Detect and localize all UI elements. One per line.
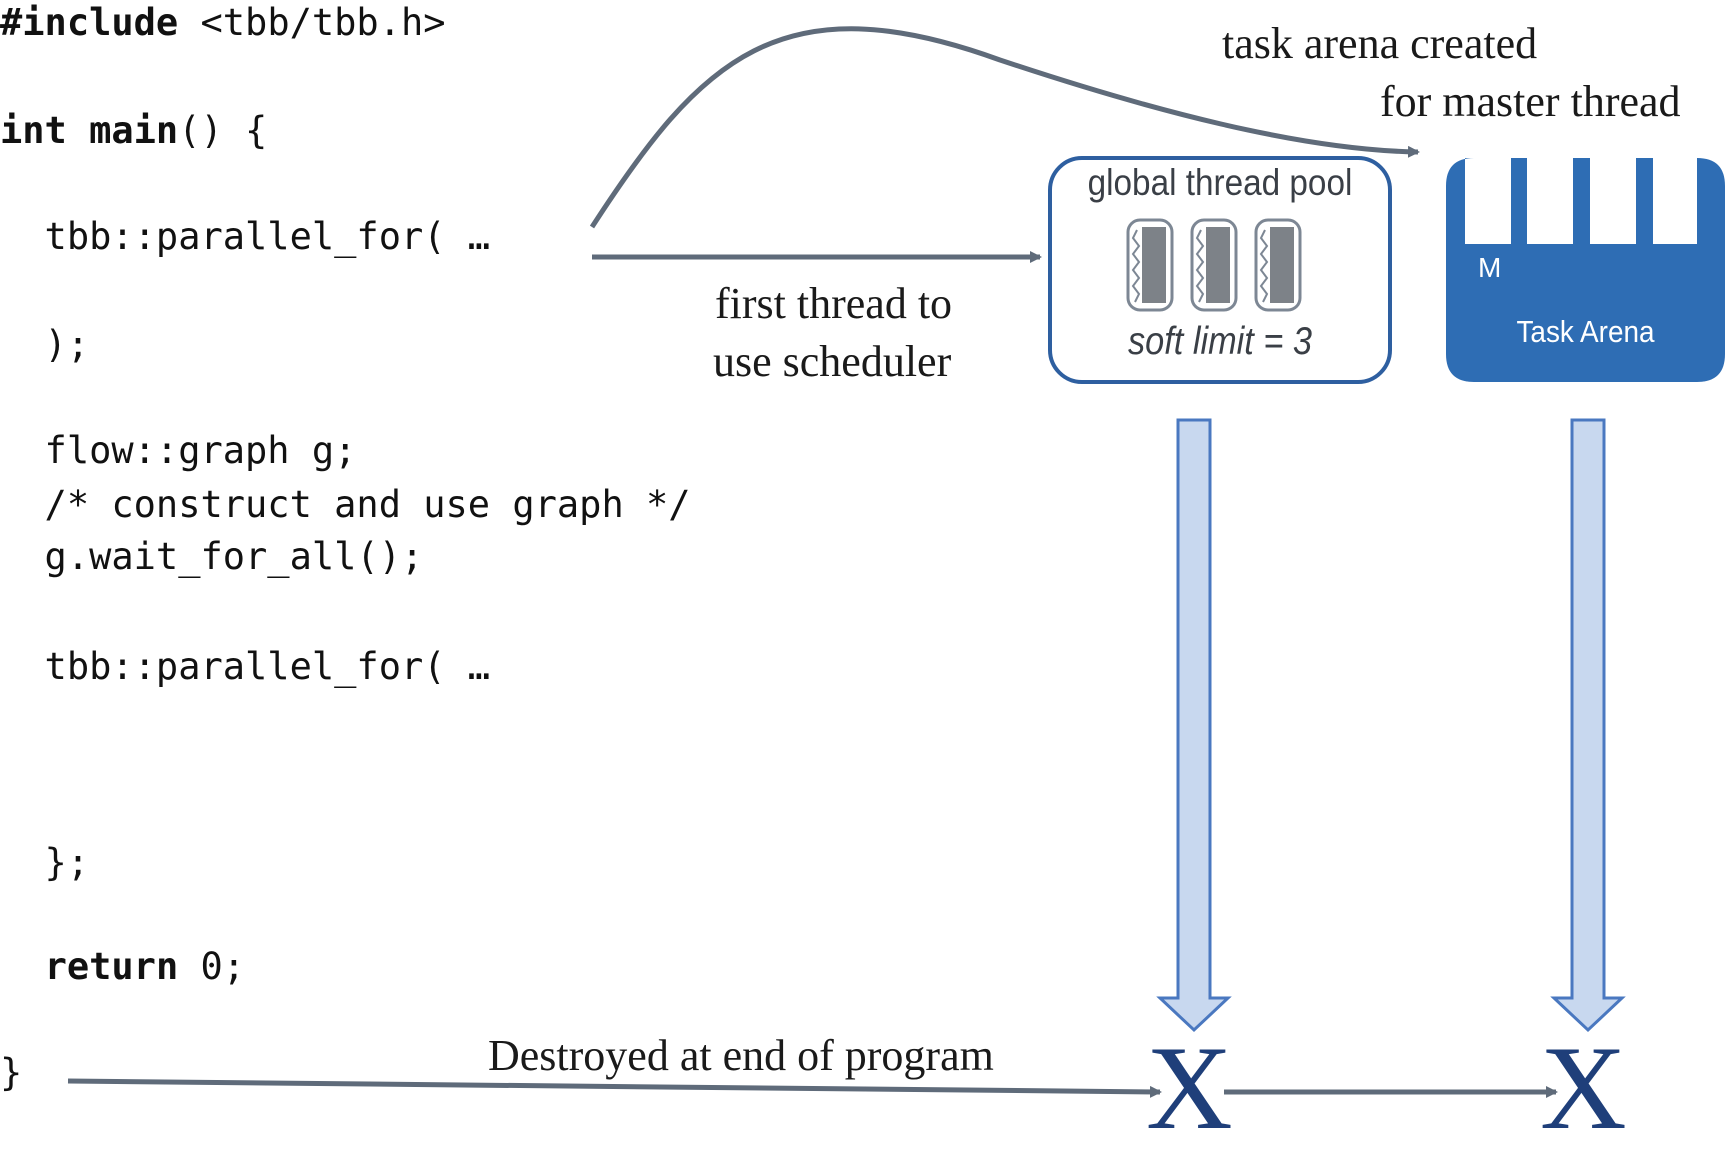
label-for-master-thread: for master thread (1380, 77, 1681, 126)
include-path: <tbb/tbb.h> (178, 1, 446, 44)
label-use-scheduler: use scheduler (713, 337, 952, 386)
label-destroyed: Destroyed at end of program (488, 1031, 994, 1080)
task-arena-box (1446, 158, 1725, 382)
code-graph-comment: /* construct and use graph */ (0, 483, 691, 526)
code-include-line: #include <tbb/tbb.h> (0, 4, 446, 41)
include-keyword: #include (0, 1, 179, 44)
int-keyword: int (0, 109, 67, 152)
arrow-destroyed-to-pool-x (67, 1078, 1162, 1098)
code-wait-for-all: g.wait_for_all(); (0, 535, 424, 578)
code-parallel-for-2: tbb::parallel_for( … (0, 645, 491, 688)
code-parallel-for-1: tbb::parallel_for( … (0, 215, 491, 258)
arena-master-label: M (1478, 252, 1502, 283)
label-task-arena-created: task arena created (1222, 19, 1538, 68)
code-end-brace: } (0, 1051, 23, 1094)
main-keyword: main (89, 109, 179, 152)
pool-soft-limit: soft limit = 3 (1127, 320, 1313, 363)
thread-icon (1254, 218, 1302, 312)
code-return-line: return 0; (0, 948, 245, 985)
code-close-paren: ); (0, 323, 90, 366)
label-first-thread: first thread to (715, 279, 953, 328)
return-value: 0; (178, 945, 246, 988)
pool-destroyed-mark: X (1146, 1021, 1233, 1154)
code-graph-decl: flow::graph g; (0, 429, 357, 472)
code-close-brace-semi: }; (0, 841, 90, 884)
return-keyword: return (44, 945, 179, 988)
code-main-line: int main() { (0, 112, 267, 149)
arena-title: Task Arena (1516, 314, 1655, 349)
arena-lifetime-arrow (1550, 418, 1626, 1033)
main-signature: () { (178, 109, 268, 152)
pool-lifetime-arrow (1156, 418, 1232, 1033)
curve-arrow-to-task-arena (589, 26, 1420, 229)
thread-icon (1190, 218, 1238, 312)
pool-title: global thread pool (1087, 162, 1353, 203)
arena-destroyed-mark: X (1540, 1021, 1627, 1154)
thread-icon (1126, 218, 1174, 312)
